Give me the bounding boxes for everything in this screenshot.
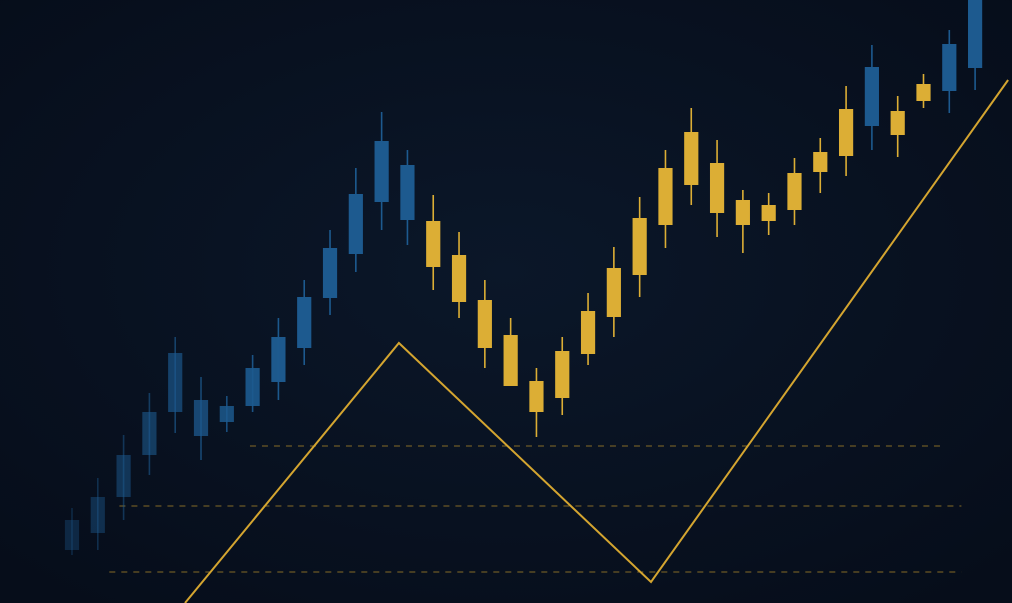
candle-body: [477, 300, 492, 348]
candle-body: [374, 141, 389, 202]
candle-body: [426, 221, 441, 267]
candle-body: [400, 165, 415, 220]
candle-body: [322, 248, 338, 298]
candle-body: [709, 163, 725, 213]
candle-body: [968, 0, 983, 68]
candle-body: [942, 44, 957, 91]
candle-body: [297, 297, 312, 348]
candle-body: [193, 400, 209, 436]
candle-body: [116, 455, 131, 497]
candle-body: [684, 132, 699, 185]
candle-body: [761, 205, 776, 221]
candle-body: [142, 412, 157, 455]
candle-body: [555, 351, 570, 398]
candle-body: [451, 255, 467, 302]
candle-body: [219, 406, 234, 422]
trend-line: [184, 79, 1009, 603]
candle-body: [168, 353, 183, 412]
candle-body: [838, 109, 854, 156]
candle-body: [787, 173, 802, 210]
candle-body: [580, 311, 596, 354]
candle-body: [271, 337, 286, 382]
candle-body: [864, 67, 879, 126]
candle-body: [632, 218, 647, 275]
candle-body: [916, 84, 931, 101]
candle-body: [90, 497, 105, 533]
candle-body: [813, 152, 828, 172]
candle-body: [890, 111, 905, 135]
candle-body: [348, 194, 363, 254]
candle-body: [658, 168, 673, 225]
candle-body: [529, 381, 544, 412]
candle-body: [735, 200, 750, 225]
candle-body: [606, 268, 621, 317]
candle-body: [64, 520, 80, 550]
candle-body: [245, 368, 260, 406]
candle-body: [503, 335, 518, 386]
